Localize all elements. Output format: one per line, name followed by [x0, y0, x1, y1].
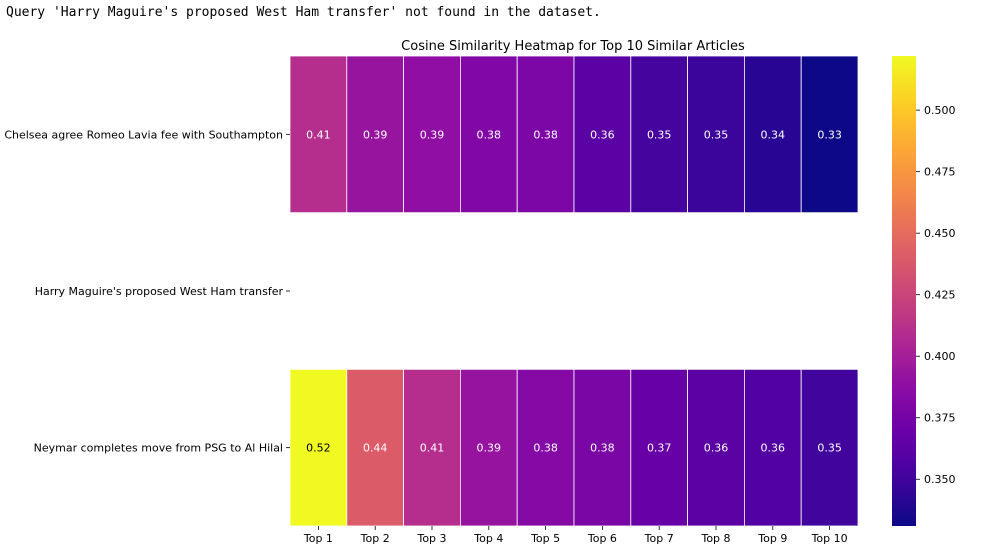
cell-value-label: 0.52	[306, 442, 331, 455]
cell-value-label: 0.34	[761, 128, 786, 141]
heatmap-cell	[459, 368, 518, 527]
cell-value-label: 0.39	[363, 128, 388, 141]
heatmap-cell	[516, 55, 575, 214]
x-axis-label: Top 5	[530, 532, 560, 545]
colorbar-tick-label: 0.400	[924, 350, 956, 363]
cell-value-label: 0.38	[590, 442, 615, 455]
x-axis-label: Top 6	[587, 532, 617, 545]
colorbar-tick-label: 0.450	[924, 227, 956, 240]
x-axis-label: Top 4	[473, 532, 503, 545]
heatmap-cells: 0.41 0.39 0.39 0.38 0.38 0.36 0.35 0.35 0.34 0.33…	[289, 55, 859, 527]
x-axis-label: Top 7	[644, 532, 674, 545]
cell-value-label: 0.41	[420, 442, 445, 455]
heatmap-cell	[573, 368, 632, 527]
x-axis-label: Top 9	[757, 532, 787, 545]
cell-value-label: 0.35	[704, 128, 729, 141]
cell-value-label: 0.36	[761, 442, 786, 455]
console-output-message: Query 'Harry Maguire's proposed West Ham…	[6, 5, 601, 20]
heatmap-cell	[744, 55, 802, 214]
colorbar-tick-label: 0.475	[924, 166, 956, 179]
x-axis-label: Top 1	[303, 532, 333, 545]
cell-value-label: 0.38	[533, 128, 558, 141]
y-axis-labels: Chelsea agree Romeo Lavia fee with South…	[4, 128, 290, 455]
heatmap-cell	[630, 55, 688, 214]
cell-value-label: 0.39	[420, 128, 445, 141]
cell-value-label: 0.36	[590, 128, 615, 141]
chart-title: Cosine Similarity Heatmap for Top 10 Sim…	[401, 39, 745, 54]
y-axis-label: Neymar completes move from PSG to Al Hil…	[34, 442, 283, 455]
heatmap-cell	[289, 368, 348, 527]
heatmap-cell	[516, 368, 575, 527]
colorbar-tick-label: 0.500	[924, 104, 956, 117]
heatmap-cell	[630, 368, 688, 527]
colorbar: 0.350 0.375 0.400 0.425 0.450 0.475 0.500	[892, 56, 956, 526]
heatmap-cell	[573, 55, 632, 214]
cell-value-label: 0.38	[477, 128, 502, 141]
heatmap-cell	[346, 368, 404, 527]
x-axis-label: Top 3	[416, 532, 446, 545]
cell-value-label: 0.37	[647, 442, 672, 455]
heatmap-cell	[403, 368, 461, 527]
cell-value-label: 0.38	[533, 442, 558, 455]
heatmap-cell	[800, 55, 859, 214]
heatmap-cell	[346, 55, 404, 214]
cell-value-label: 0.44	[363, 442, 388, 455]
colorbar-gradient	[892, 56, 916, 526]
colorbar-tick-label: 0.350	[924, 473, 956, 486]
cell-value-label: 0.39	[477, 442, 502, 455]
heatmap-cell	[744, 368, 802, 527]
cell-value-label: 0.36	[704, 442, 729, 455]
x-axis-label: Top 2	[360, 532, 390, 545]
colorbar-tick-label: 0.375	[924, 412, 956, 425]
y-axis-label: Chelsea agree Romeo Lavia fee with South…	[4, 128, 283, 141]
colorbar-tick-label: 0.425	[924, 289, 956, 302]
x-axis-label: Top 8	[700, 532, 730, 545]
cell-value-label: 0.35	[647, 128, 672, 141]
heatmap-cell	[403, 55, 461, 214]
heatmap-cell	[687, 368, 745, 527]
x-axis-label: Top 10	[811, 532, 848, 545]
heatmap-cell	[289, 55, 348, 214]
cell-value-label: 0.33	[817, 128, 842, 141]
cell-value-label: 0.35	[817, 442, 842, 455]
x-axis-labels: Top 1 Top 2 Top 3 Top 4 Top 5 Top 6 Top 7 Top 8…	[303, 526, 848, 545]
heatmap-cell	[687, 55, 745, 214]
cell-value-label: 0.41	[306, 128, 331, 141]
heatmap-cell	[800, 368, 859, 527]
y-axis-label: Harry Maguire's proposed West Ham transf…	[35, 285, 284, 298]
